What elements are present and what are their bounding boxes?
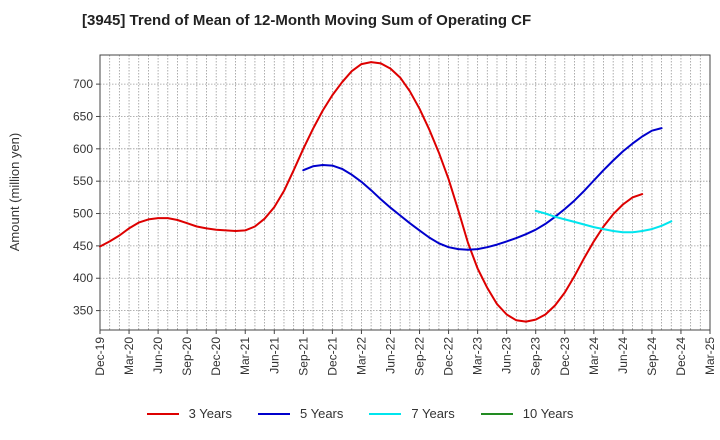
legend: 3 Years 5 Years 7 Years 10 Years — [0, 406, 720, 421]
x-tick-label: Mar-23 — [471, 337, 485, 375]
x-tick-label: Dec-23 — [558, 337, 572, 376]
legend-item: 5 Years — [258, 406, 343, 421]
series-line-3-years — [99, 61, 644, 323]
y-axis-label: Amount (million yen) — [7, 133, 22, 252]
x-tick-label: Mar-24 — [587, 337, 601, 375]
y-axis: 350 400 450 500 550 600 650 700 — [73, 77, 100, 318]
y-tick-label: 650 — [73, 109, 93, 123]
legend-item: 10 Years — [480, 406, 574, 421]
legend-label: 7 Years — [411, 406, 455, 421]
y-tick-label: 550 — [73, 174, 93, 188]
chart-title: [3945] Trend of Mean of 12-Month Moving … — [82, 12, 532, 29]
grid-lines — [99, 55, 711, 330]
y-tick-label: 500 — [73, 207, 93, 221]
x-tick-label: Mar-22 — [354, 337, 368, 375]
legend-swatch — [258, 412, 290, 415]
x-tick-label: Dec-22 — [442, 337, 456, 376]
x-tick-label: Jun-24 — [616, 337, 630, 374]
x-tick-label: Sep-23 — [529, 337, 543, 376]
series-line-7-years — [534, 209, 673, 234]
x-tick-label: Dec-19 — [93, 337, 107, 376]
x-axis: Dec-19 Mar-20 Jun-20 Sep-20 Dec-20 Mar-21 Jun-… — [93, 330, 717, 376]
legend-swatch — [480, 412, 513, 415]
legend-swatch — [146, 412, 179, 415]
y-tick-label: 350 — [73, 304, 93, 318]
x-tick-label: Jun-21 — [267, 337, 281, 374]
plot-frame — [99, 54, 711, 331]
legend-item: 7 Years — [369, 406, 455, 421]
legend-label: 10 Years — [522, 406, 574, 421]
x-tick-label: Sep-20 — [180, 337, 194, 376]
x-tick-label: Mar-20 — [122, 337, 136, 375]
x-tick-label: Dec-20 — [209, 337, 223, 376]
x-tick-label: Jun-23 — [500, 337, 514, 374]
x-tick-label: Mar-25 — [703, 337, 717, 375]
x-tick-label: Sep-22 — [413, 337, 427, 376]
legend-swatch — [369, 412, 402, 415]
x-tick-label: Dec-21 — [325, 337, 339, 376]
x-tick-label: Sep-21 — [296, 337, 310, 376]
x-tick-label: Dec-24 — [674, 337, 688, 376]
y-tick-label: 450 — [73, 239, 93, 253]
series-line-5-years — [302, 127, 663, 251]
x-tick-label: Jun-22 — [383, 337, 397, 374]
y-tick-label: 600 — [73, 142, 93, 156]
legend-label: 3 Years — [188, 406, 232, 421]
series-lines — [99, 61, 673, 323]
y-tick-label: 700 — [73, 77, 93, 91]
legend-label: 5 Years — [300, 406, 344, 421]
y-tick-label: 400 — [73, 271, 93, 285]
x-tick-label: Jun-20 — [151, 337, 165, 374]
x-tick-label: Sep-24 — [645, 337, 659, 376]
legend-item: 3 Years — [146, 406, 232, 421]
x-tick-label: Mar-21 — [238, 337, 252, 375]
